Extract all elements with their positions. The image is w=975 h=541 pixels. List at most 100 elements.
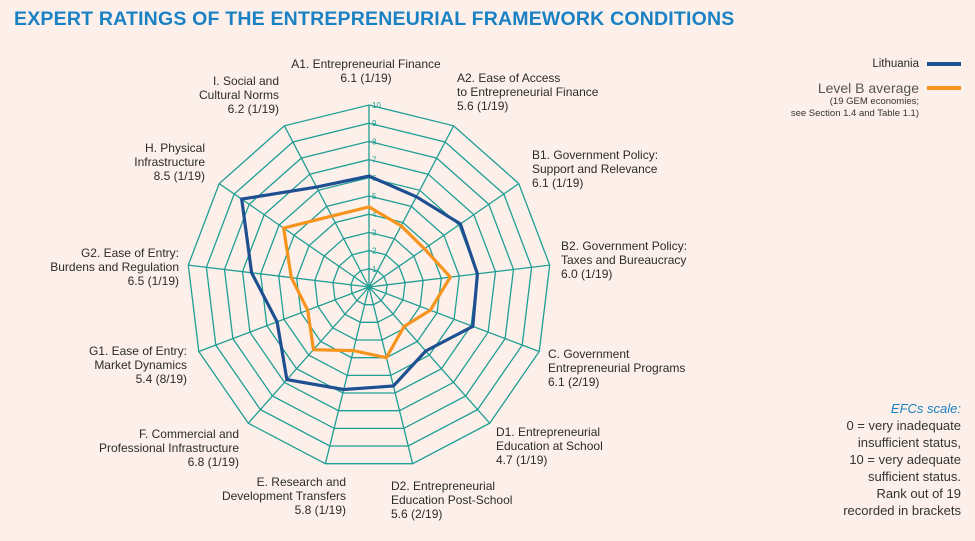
- axis-label-score: 4.7 (1/19): [496, 453, 547, 467]
- axis-label-line: Burdens and Regulation: [50, 260, 179, 274]
- axis-label-line: C. Government: [548, 347, 630, 361]
- legend-average-swatch: [927, 86, 961, 90]
- scale-note-line: sufficient status.: [868, 469, 961, 484]
- tick-label: 5: [372, 192, 377, 201]
- scale-note-line: 10 = very adequate: [849, 452, 961, 467]
- axis-label-line: B1. Government Policy:: [532, 148, 658, 162]
- axis-label-line: D1. Entrepreneurial: [496, 425, 600, 439]
- axis-label-line: H. Physical: [145, 141, 205, 155]
- grid-spoke: [218, 183, 370, 288]
- axis-label: I. Social and Cultural Norms 6.2 (1/19): [199, 74, 279, 116]
- axis-label-score: 6.1 (1/19): [532, 176, 583, 190]
- axis-label: H. Physical Infrastructure 8.5 (1/19): [134, 141, 205, 183]
- tick-label: 9: [372, 119, 377, 128]
- axis-label-line: G1. Ease of Entry:: [89, 344, 187, 358]
- axis-label-score: 6.2 (1/19): [228, 102, 279, 116]
- axis-label-line: Infrastructure: [134, 155, 205, 169]
- grid-spoke: [368, 183, 520, 288]
- grid-ring: [314, 231, 424, 341]
- grid-spoke: [198, 286, 370, 353]
- grid-ring: [187, 104, 551, 465]
- grid-spoke: [283, 125, 370, 288]
- axis-label-line: Education at School: [496, 439, 603, 453]
- tick-label: 4: [372, 210, 377, 219]
- grid-ring: [241, 158, 497, 412]
- tick-label: 8: [372, 137, 377, 146]
- axis-label-score: 6.1 (2/19): [548, 375, 599, 389]
- grid-spoke: [188, 264, 370, 288]
- axis-label-line: Support and Relevance: [532, 162, 658, 176]
- grid-ring: [205, 122, 533, 447]
- tick-label: 10: [372, 101, 381, 110]
- axis-label-line: E. Research and: [257, 475, 346, 489]
- scale-note-line: insufficient status,: [857, 435, 961, 450]
- axis-label-score: 5.6 (2/19): [391, 507, 442, 521]
- axis-label-line: G2. Ease of Entry:: [81, 246, 179, 260]
- axis-label-line: A1. Entrepreneurial Finance: [291, 57, 441, 71]
- axis-label-score: 5.6 (1/19): [457, 99, 508, 113]
- axis-label-line: Market Dynamics: [94, 358, 187, 372]
- scale-note: EFCs scale: 0 = very inadequate insuffic…: [741, 400, 961, 519]
- scale-note-title: EFCs scale:: [890, 401, 961, 416]
- axis-label: E. Research and Development Transfers 5.8 …: [222, 475, 346, 517]
- grid-ring: [278, 195, 460, 377]
- axis-label: B1. Government Policy: Support and Releva…: [532, 148, 658, 190]
- scale-note-line: 0 = very inadequate: [846, 418, 961, 433]
- axis-label-line: A2. Ease of Access: [457, 71, 560, 85]
- grid-spoke: [324, 286, 370, 464]
- axis-label-line: I. Social and: [213, 74, 279, 88]
- axis-label-score: 6.0 (1/19): [561, 267, 612, 281]
- axis-label-line: B2. Government Policy:: [561, 239, 687, 253]
- axis-label-score: 6.5 (1/19): [128, 274, 179, 288]
- axis-label-score: 5.4 (8/19): [136, 372, 187, 386]
- grid-spoke: [368, 125, 455, 288]
- axis-label: B2. Government Policy: Taxes and Bureaucr…: [561, 239, 687, 281]
- tick-label: 3: [372, 228, 377, 237]
- axis-label: F. Commercial and Professional Infrastruc…: [99, 427, 239, 469]
- scale-note-line: Rank out of 19: [876, 486, 961, 501]
- axis-label: G2. Ease of Entry: Burdens and Regulation…: [50, 246, 179, 288]
- tick-label: 1: [372, 265, 377, 274]
- legend-average-note-1: (19 GEM economies;: [829, 96, 919, 107]
- grid-spoke: [368, 286, 491, 424]
- axis-label: D2. Entrepreneurial Education Post-School…: [391, 479, 512, 521]
- axis-label-score: 8.5 (1/19): [154, 169, 205, 183]
- legend-lithuania-label: Lithuania: [872, 58, 919, 70]
- legend-lithuania: Lithuania: [872, 58, 961, 70]
- axis-label: D1. Entrepreneurial Education at School 4.…: [496, 425, 603, 467]
- legend-average-note-2: see Section 1.4 and Table 1.1): [790, 108, 919, 119]
- axis-label-line: Education Post-School: [391, 493, 512, 507]
- grid-ring: [332, 249, 406, 323]
- axis-label: G1. Ease of Entry: Market Dynamics 5.4 (8/…: [89, 344, 187, 386]
- axis-label-line: Entrepreneurial Programs: [548, 361, 685, 375]
- grid-spoke: [247, 286, 370, 424]
- chart-title: EXPERT RATINGS OF THE ENTREPRENEURIAL FR…: [14, 8, 735, 30]
- legend-average: Level B average (19 GEM economies; see S…: [791, 80, 961, 120]
- tick-label: 7: [372, 156, 377, 165]
- axis-label: A2. Ease of Access to Entrepreneurial Fin…: [457, 71, 599, 113]
- axis-label-line: Cultural Norms: [199, 88, 279, 102]
- tick-label: 2: [372, 247, 377, 256]
- axis-label-line: D2. Entrepreneurial: [391, 479, 495, 493]
- series-line-lithuania: [239, 174, 480, 392]
- axis-label-score: 6.1 (1/19): [340, 71, 391, 85]
- axis-label-line: F. Commercial and: [139, 427, 239, 441]
- legend-average-label: Level B average: [817, 80, 919, 96]
- series-line-average: [281, 205, 453, 360]
- grid-spoke: [368, 286, 414, 464]
- grid-ring: [296, 213, 442, 359]
- axis-label-score: 5.8 (1/19): [295, 503, 346, 517]
- axis-label-line: Professional Infrastructure: [99, 441, 239, 455]
- axis-label: A1. Entrepreneurial Finance 6.1 (1/19): [291, 57, 441, 85]
- grid-spoke: [368, 286, 540, 353]
- axis-label-score: 6.8 (1/19): [188, 455, 239, 469]
- axis-label-line: Taxes and Bureaucracy: [561, 253, 686, 267]
- axis-label-line: to Entrepreneurial Finance: [457, 85, 599, 99]
- axis-label-line: Development Transfers: [222, 489, 346, 503]
- legend-lithuania-swatch: [927, 62, 961, 66]
- scale-note-line: recorded in brackets: [843, 503, 961, 518]
- grid-spoke: [368, 264, 550, 288]
- grid-ring: [350, 268, 388, 306]
- axis-label: C. Government Entrepreneurial Programs 6.1…: [548, 347, 685, 389]
